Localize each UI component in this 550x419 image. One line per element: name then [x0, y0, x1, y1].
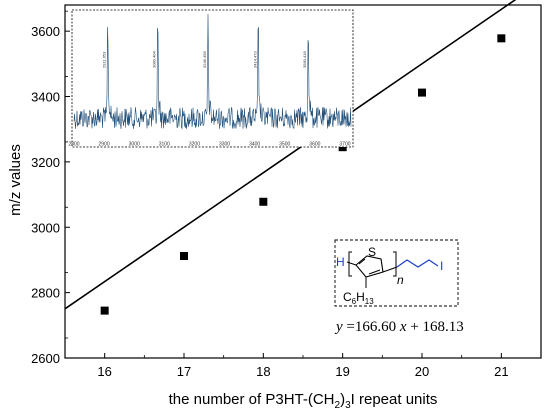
fit-equation: y =166.60 x + 168.13	[334, 319, 464, 335]
inset-tick-label: 3200	[189, 142, 200, 148]
x-axis-label-part-1: the number of P3HT-(CH	[169, 391, 335, 408]
inset-tick-label: 3600	[309, 142, 320, 148]
structure-box: H S n I C6H13	[334, 239, 459, 307]
x-axis-label-part-3: I repeat units	[351, 391, 438, 408]
inset-peak-label: 3080.404	[152, 51, 157, 68]
spectrum-trace	[73, 13, 352, 130]
x-tick-label: 20	[415, 364, 429, 379]
h-bond	[346, 261, 357, 266]
inset-peak-label: 2911.653	[102, 51, 107, 68]
data-point	[259, 197, 268, 206]
data-point	[180, 252, 188, 261]
equation-part-b: + 168.13	[407, 319, 464, 335]
side-chain-h-sub: 13	[365, 297, 374, 306]
inset-peak-label: 3580.418	[302, 51, 307, 68]
x-tick-label: 18	[256, 364, 270, 379]
data-point	[100, 306, 109, 315]
data-point	[418, 88, 426, 97]
thiophene-ring	[355, 255, 384, 278]
structure-frame	[334, 239, 459, 307]
y-axis-label: m/z values	[7, 144, 24, 216]
inset-tick-label: 2800	[68, 142, 79, 148]
ring-double-bond-1	[368, 269, 381, 275]
x-axis-ticks: 16 17 18 19 20 21	[97, 353, 542, 379]
inset-tick-label: 2900	[99, 142, 110, 148]
left-bracket	[348, 251, 352, 277]
inset-peak-label: 3414.473	[252, 51, 257, 68]
y-tick-label: 3000	[31, 220, 60, 235]
inset-peak-label: 3246.458	[202, 51, 207, 68]
data-point	[497, 34, 506, 43]
x-axis-label: the number of P3HT-(CH2)3I repeat units	[169, 391, 438, 411]
x-axis-label-sub-2: 2	[335, 400, 341, 411]
inset-x-ticks: 2800 2900 3000 3100 3200 3300 3400 3500 3600 3700	[68, 142, 350, 148]
right-bracket	[393, 251, 397, 277]
inset-tick-label: 3100	[159, 142, 170, 148]
atom-s: S	[368, 245, 376, 259]
side-chain-h: H	[356, 290, 365, 304]
propyl-linker	[396, 259, 439, 268]
inset-tick-label: 3400	[249, 142, 260, 148]
atom-h: H	[336, 255, 345, 269]
x-tick-label: 21	[494, 364, 508, 379]
subscript-n: n	[397, 273, 404, 287]
x-tick-label: 17	[177, 364, 191, 379]
ring-right-bond	[382, 266, 398, 273]
side-chain-label: C6H13	[343, 290, 374, 306]
y-tick-label: 2600	[31, 351, 60, 366]
inset-peak-labels: 2911.653 3080.404 3246.458 3414.473 3580.418	[102, 51, 308, 68]
ring-double-bond-2	[358, 258, 366, 265]
equation-part-a: =166.60	[343, 319, 400, 335]
y-tick-label: 3400	[31, 90, 60, 105]
side-chain-c: C	[343, 290, 352, 304]
equation-x: x	[399, 319, 407, 335]
y-tick-label: 3200	[31, 155, 60, 170]
inset-spectrum: 2800 2900 3000 3100 3200 3300 3400 3500 3600 3700…	[68, 9, 354, 148]
x-axis-label-sub-3: 3	[345, 400, 351, 411]
inset-tick-label: 3000	[129, 142, 140, 148]
inset-tick-label: 3300	[219, 142, 230, 148]
y-axis-ticks: 2600 2800 3000 3200 3400 3600	[31, 10, 70, 366]
side-chain-c-sub: 6	[352, 297, 357, 306]
inset-tick-label: 3500	[279, 142, 290, 148]
inset-tick-label: 3700	[339, 142, 350, 148]
x-tick-label: 19	[335, 364, 349, 379]
y-tick-label: 2800	[31, 286, 60, 301]
y-tick-label: 3600	[31, 24, 60, 39]
x-axis-label-part-2: )	[340, 391, 345, 408]
equation-y: y	[334, 319, 343, 335]
atom-i: I	[440, 259, 443, 273]
x-tick-label: 16	[97, 364, 111, 379]
